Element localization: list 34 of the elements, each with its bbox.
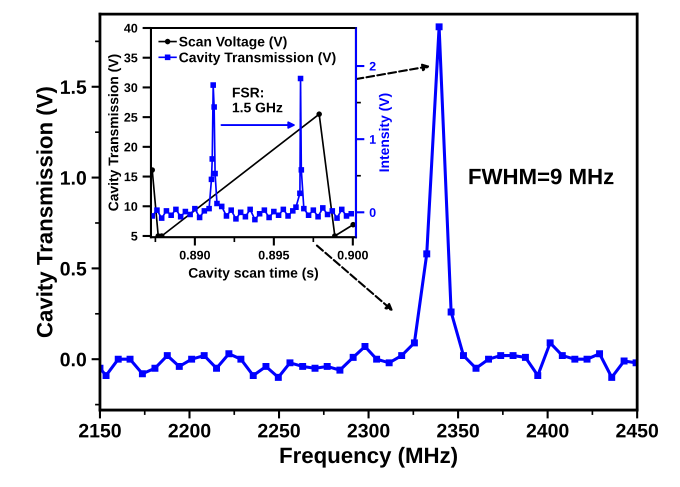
x-tick-label: 2200 — [168, 424, 210, 438]
annotation: FSR: 1.5 GHz — [232, 88, 282, 112]
y2-tick-label: 0 — [370, 208, 376, 217]
y2-tick-label: 2 — [370, 62, 376, 71]
x-tick-label: 2450 — [616, 424, 658, 438]
x-tick-label: 0.895 — [258, 250, 290, 260]
y-tick-label: 40 — [124, 24, 138, 33]
y-tick-label: 35 — [124, 54, 138, 62]
annotation: FWHM=9 MHz — [469, 168, 614, 184]
y-tick-label: 15 — [124, 172, 138, 182]
y-axis-title: Cavity Transmission (V) — [108, 54, 122, 211]
y-tick-label: 0.5 — [60, 262, 86, 276]
legend-label: Scan Voltage (V) — [179, 36, 287, 50]
x-tick-label: 2300 — [348, 424, 390, 438]
y2-tick-label: 1 — [370, 135, 376, 144]
y-tick-label: 10 — [124, 202, 138, 211]
y-tick-label: 0.0 — [60, 352, 86, 366]
x-tick-label: 0.890 — [180, 250, 210, 260]
y-tick-label: 1.5 — [60, 80, 86, 94]
y-tick-label: 30 — [124, 83, 138, 92]
x-tick-label: 2150 — [79, 424, 121, 438]
y2-axis-title: Intensity (V) — [378, 94, 392, 172]
x-tick-label: 2250 — [258, 424, 300, 438]
x-tick-label: 2400 — [526, 424, 568, 438]
y-tick-label: 20 — [124, 142, 138, 152]
y-tick-label: 25 — [124, 112, 138, 122]
y-axis-title: Cavity Transmission (V) — [36, 87, 57, 338]
y-tick-label: 1.0 — [60, 171, 86, 185]
x-axis-title: Cavity scan time (s) — [188, 268, 318, 281]
legend-label: Cavity Transmission (V) — [179, 52, 336, 66]
x-axis-title: Frequency (MHz) — [280, 446, 457, 468]
x-tick-label: 0.900 — [338, 250, 368, 260]
x-tick-label: 2350 — [437, 424, 479, 438]
y-tick-label: 5 — [131, 232, 138, 241]
